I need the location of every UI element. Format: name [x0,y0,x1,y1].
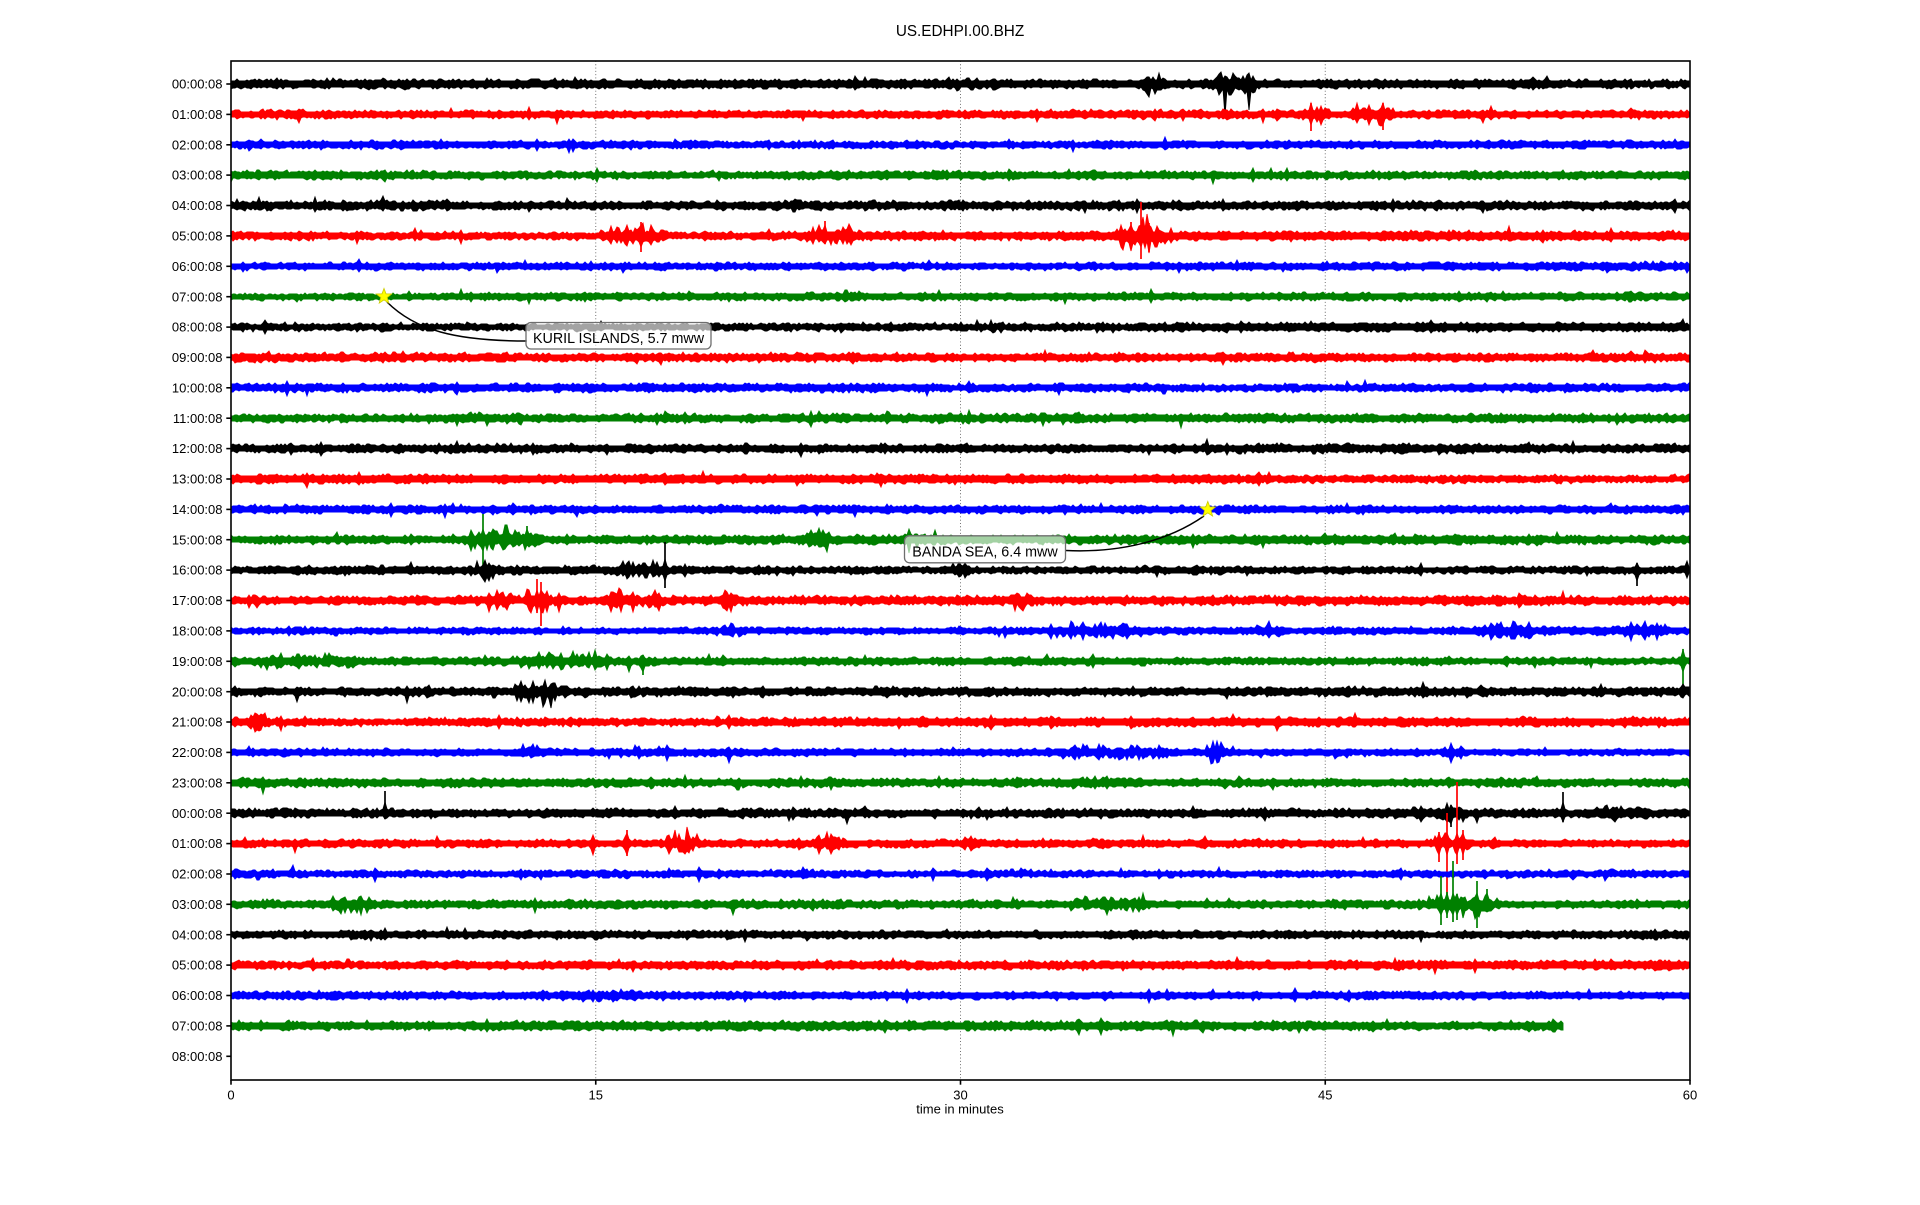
svg-text:11:00:08: 11:00:08 [173,411,223,426]
svg-text:12:00:08: 12:00:08 [172,441,223,456]
svg-text:KURIL ISLANDS, 5.7 mww: KURIL ISLANDS, 5.7 mww [533,331,705,347]
svg-text:04:00:08: 04:00:08 [172,927,223,942]
svg-text:05:00:08: 05:00:08 [172,958,223,973]
svg-text:13:00:08: 13:00:08 [172,472,223,487]
svg-text:45: 45 [1318,1088,1332,1103]
svg-text:03:00:08: 03:00:08 [172,168,223,183]
svg-text:07:00:08: 07:00:08 [172,289,223,304]
svg-text:02:00:08: 02:00:08 [172,137,223,152]
svg-text:07:00:08: 07:00:08 [172,1019,223,1034]
svg-text:20:00:08: 20:00:08 [172,684,223,699]
svg-text:10:00:08: 10:00:08 [172,380,223,395]
svg-text:0: 0 [227,1088,234,1103]
svg-text:time in minutes: time in minutes [916,1102,1004,1117]
svg-text:60: 60 [1683,1088,1697,1103]
svg-text:00:00:08: 00:00:08 [172,806,223,821]
svg-text:US.EDHPI.00.BHZ: US.EDHPI.00.BHZ [896,23,1024,40]
svg-text:05:00:08: 05:00:08 [172,229,223,244]
svg-text:30: 30 [953,1088,967,1103]
svg-text:08:00:08: 08:00:08 [172,320,223,335]
svg-text:04:00:08: 04:00:08 [172,198,223,213]
svg-text:23:00:08: 23:00:08 [172,775,223,790]
svg-text:01:00:08: 01:00:08 [172,836,223,851]
svg-text:16:00:08: 16:00:08 [172,563,223,578]
svg-text:17:00:08: 17:00:08 [172,593,223,608]
svg-text:BANDA SEA, 6.4 mww: BANDA SEA, 6.4 mww [912,545,1058,561]
svg-text:06:00:08: 06:00:08 [172,988,223,1003]
svg-text:01:00:08: 01:00:08 [172,107,223,122]
svg-text:14:00:08: 14:00:08 [172,502,223,517]
svg-text:03:00:08: 03:00:08 [172,897,223,912]
svg-text:09:00:08: 09:00:08 [172,350,223,365]
svg-text:19:00:08: 19:00:08 [172,654,223,669]
svg-text:22:00:08: 22:00:08 [172,745,223,760]
svg-text:18:00:08: 18:00:08 [172,624,223,639]
svg-text:15:00:08: 15:00:08 [172,532,223,547]
svg-text:02:00:08: 02:00:08 [172,867,223,882]
svg-text:00:00:08: 00:00:08 [172,77,223,92]
svg-text:15: 15 [589,1088,603,1103]
svg-text:06:00:08: 06:00:08 [172,259,223,274]
svg-text:21:00:08: 21:00:08 [172,715,223,730]
svg-text:08:00:08: 08:00:08 [172,1049,223,1064]
